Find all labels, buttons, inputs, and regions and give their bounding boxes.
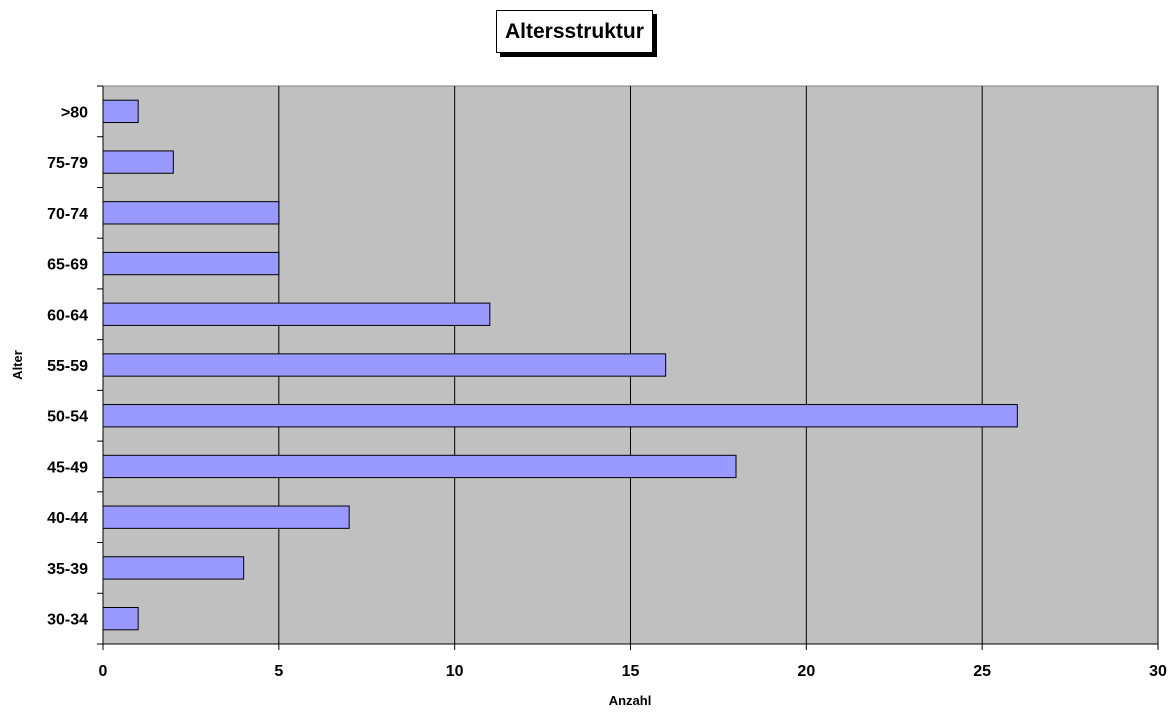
y-tick-label-4: 50-54 bbox=[47, 409, 88, 426]
y-axis-title: Alter bbox=[10, 350, 25, 380]
bar-1 bbox=[102, 556, 245, 580]
y-tick-label-9: 75-79 bbox=[47, 155, 88, 172]
y-tick-label-10: >80 bbox=[61, 104, 88, 121]
bar-10 bbox=[102, 99, 139, 124]
bar-8 bbox=[102, 201, 280, 225]
bar-3 bbox=[102, 454, 737, 479]
y-tick-label-3: 45-49 bbox=[47, 459, 88, 476]
bar-7 bbox=[102, 251, 280, 276]
x-tick-label-2: 10 bbox=[446, 663, 464, 680]
x-axis-title: Anzahl bbox=[609, 693, 652, 708]
x-tick-label-0: 0 bbox=[99, 663, 108, 680]
bar-5 bbox=[102, 353, 667, 377]
y-tick-label-7: 65-69 bbox=[47, 257, 88, 274]
y-tick-label-8: 70-74 bbox=[47, 206, 88, 223]
axis-ticks bbox=[97, 85, 1159, 650]
bar-0 bbox=[102, 606, 139, 631]
x-tick-label-4: 20 bbox=[797, 663, 815, 680]
bar-4 bbox=[102, 404, 1018, 428]
bar-6 bbox=[102, 302, 491, 326]
bar-2 bbox=[102, 505, 350, 529]
y-tick-label-1: 35-39 bbox=[47, 561, 88, 578]
chart-title-box: Altersstruktur bbox=[496, 10, 653, 53]
tick-labels: 30-34 35-39 40-44 45-49 50-54 55-59 60-64 65-69… bbox=[47, 104, 1167, 680]
y-tick-label-2: 40-44 bbox=[47, 510, 88, 527]
y-tick-label-6: 60-64 bbox=[47, 307, 88, 324]
bar-9 bbox=[102, 150, 174, 174]
bars bbox=[102, 99, 1018, 631]
x-tick-label-1: 5 bbox=[274, 663, 283, 680]
y-tick-label-0: 30-34 bbox=[47, 612, 88, 629]
x-tick-label-3: 15 bbox=[622, 663, 640, 680]
chart-title: Altersstruktur bbox=[505, 19, 644, 43]
y-tick-label-5: 55-59 bbox=[47, 358, 88, 375]
x-tick-label-6: 30 bbox=[1149, 663, 1167, 680]
x-tick-label-5: 25 bbox=[973, 663, 991, 680]
